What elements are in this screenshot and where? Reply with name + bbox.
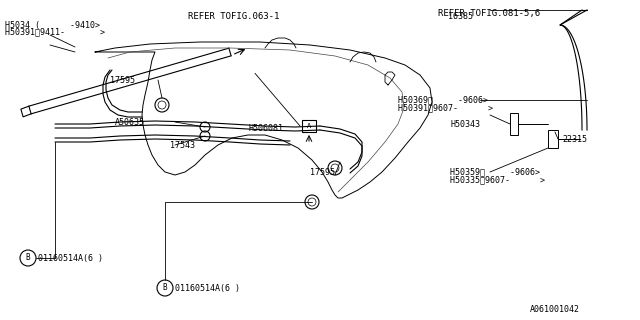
Text: 16385: 16385 bbox=[448, 12, 473, 20]
Text: REFER TOFIG.063-1: REFER TOFIG.063-1 bbox=[188, 12, 280, 20]
Text: REFER TOFIG.081-5,6: REFER TOFIG.081-5,6 bbox=[438, 9, 540, 18]
Text: H50335 9607-      >: H50335 9607- > bbox=[450, 175, 545, 185]
Text: 01160514A(6 ): 01160514A(6 ) bbox=[38, 253, 103, 262]
Text: H50391 9607-      >: H50391 9607- > bbox=[398, 103, 493, 113]
Text: 22315: 22315 bbox=[562, 134, 587, 143]
Text: H50359      -9606>: H50359 -9606> bbox=[450, 167, 540, 177]
Text: 17595: 17595 bbox=[110, 76, 135, 84]
Text: A061001042: A061001042 bbox=[530, 306, 580, 315]
Text: H506081: H506081 bbox=[248, 124, 283, 132]
Bar bbox=[302, 120, 316, 132]
Text: 01160514A(6 ): 01160514A(6 ) bbox=[175, 284, 240, 292]
Text: A: A bbox=[307, 123, 311, 129]
Text: 17543: 17543 bbox=[170, 140, 195, 149]
Text: A50635: A50635 bbox=[115, 117, 145, 126]
Bar bbox=[510, 113, 518, 135]
Text: 17595: 17595 bbox=[310, 167, 335, 177]
Text: B: B bbox=[163, 284, 167, 292]
Text: H50391 9411-       >: H50391 9411- > bbox=[5, 28, 105, 36]
Text: H50369      -9606>: H50369 -9606> bbox=[398, 95, 488, 105]
Text: H5034 (      -9410>: H5034 ( -9410> bbox=[5, 20, 100, 29]
Text: H50343: H50343 bbox=[450, 119, 480, 129]
Bar bbox=[548, 130, 558, 148]
Text: B: B bbox=[26, 253, 30, 262]
